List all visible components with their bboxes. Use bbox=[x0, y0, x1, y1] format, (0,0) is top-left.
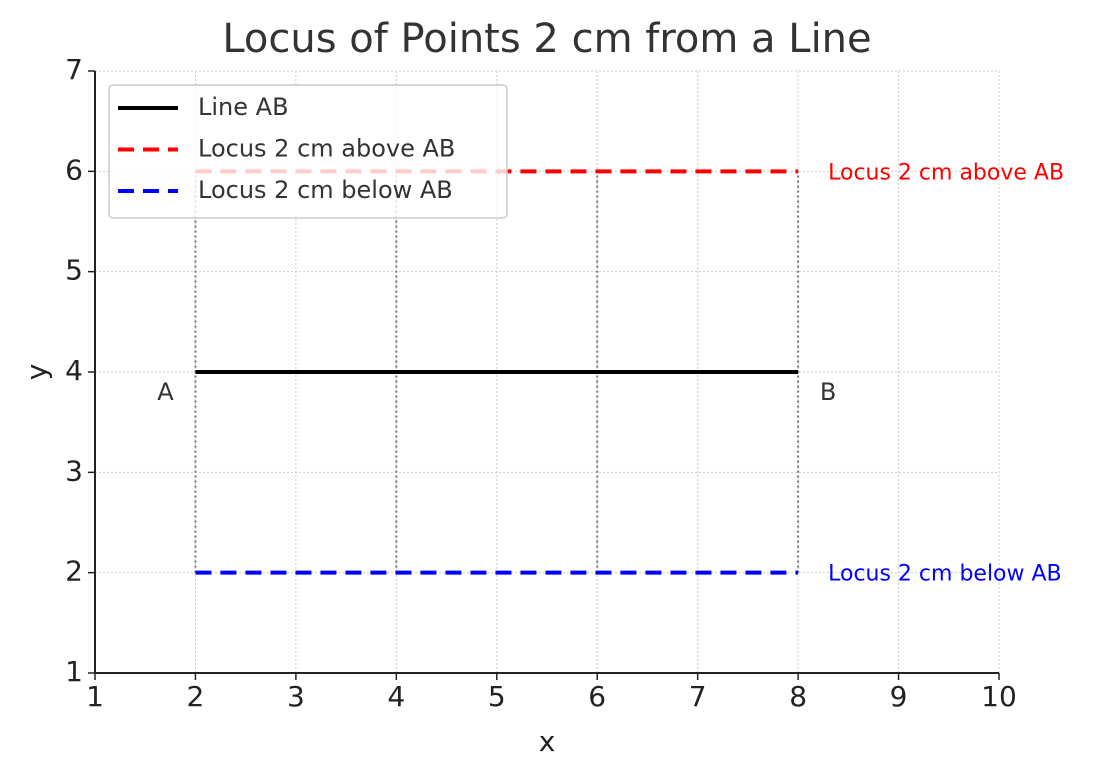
x-tick-label: 2 bbox=[187, 680, 205, 713]
y-tick-label: 1 bbox=[65, 655, 83, 688]
x-axis-label: x bbox=[539, 725, 556, 758]
y-tick-label: 2 bbox=[65, 555, 83, 588]
annotation: B bbox=[820, 378, 836, 406]
y-tick-label: 4 bbox=[65, 354, 83, 387]
x-tick-label: 8 bbox=[789, 680, 807, 713]
y-axis-label: y bbox=[20, 364, 53, 381]
x-tick-label: 4 bbox=[387, 680, 405, 713]
legend-label: Locus 2 cm below AB bbox=[198, 176, 453, 204]
x-tick-label: 1 bbox=[86, 680, 104, 713]
annotation: Locus 2 cm below AB bbox=[828, 562, 1062, 587]
y-tick-label: 6 bbox=[65, 153, 83, 186]
x-tick-label: 7 bbox=[689, 680, 707, 713]
y-tick-label: 7 bbox=[65, 53, 83, 86]
x-tick-label: 9 bbox=[890, 680, 908, 713]
legend-label: Line AB bbox=[198, 93, 289, 121]
y-tick-label: 3 bbox=[65, 454, 83, 487]
y-tick-label: 5 bbox=[65, 254, 83, 287]
x-tick-label: 3 bbox=[287, 680, 305, 713]
legend-label: Locus 2 cm above AB bbox=[198, 135, 455, 163]
chart-title: Locus of Points 2 cm from a Line bbox=[222, 16, 871, 62]
legend-box bbox=[108, 84, 508, 219]
x-tick-label: 10 bbox=[981, 680, 1017, 713]
annotation: A bbox=[157, 378, 174, 406]
x-tick-label: 5 bbox=[488, 680, 506, 713]
x-tick-label: 6 bbox=[588, 680, 606, 713]
annotation: Locus 2 cm above AB bbox=[828, 160, 1064, 185]
